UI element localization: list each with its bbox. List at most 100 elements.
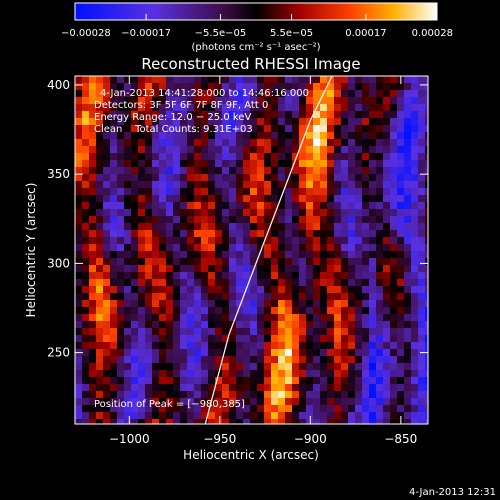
heatmap-cell [306, 83, 314, 91]
heatmap-cell [215, 314, 223, 322]
heatmap-cell [250, 167, 258, 175]
heatmap-cell [117, 223, 125, 231]
heatmap-cell [236, 307, 244, 315]
heatmap-cell [229, 90, 237, 98]
heatmap-cell [320, 104, 328, 112]
heatmap-cell [187, 384, 195, 392]
heatmap-cell [194, 209, 202, 217]
heatmap-cell [82, 363, 90, 371]
heatmap-cell [257, 342, 265, 350]
colorbar-tick-label: −0.00028 [61, 28, 111, 39]
heatmap-cell [124, 349, 132, 357]
heatmap-cell [131, 216, 139, 224]
heatmap-cell [411, 279, 419, 287]
heatmap-cell [425, 167, 428, 175]
heatmap-cell [215, 125, 223, 133]
heatmap-cell [397, 300, 405, 308]
heatmap-cell [96, 356, 104, 364]
heatmap-cell [355, 153, 363, 161]
heatmap-cell [96, 314, 104, 322]
heatmap-cell [75, 356, 83, 364]
heatmap-cell [390, 419, 398, 424]
heatmap-cell [82, 216, 90, 224]
heatmap-cell [313, 314, 321, 322]
heatmap-cell [362, 398, 370, 406]
heatmap-cell [306, 370, 314, 378]
heatmap-cell [292, 370, 300, 378]
heatmap-cell [285, 216, 293, 224]
heatmap-cell [390, 118, 398, 126]
heatmap-cell [271, 167, 279, 175]
heatmap-cell [313, 160, 321, 168]
heatmap-cell [131, 293, 139, 301]
heatmap-cell [313, 286, 321, 294]
heatmap-cell [306, 181, 314, 189]
heatmap-cell [208, 300, 216, 308]
heatmap-cell [418, 314, 426, 322]
heatmap-cell [236, 391, 244, 399]
heatmap-cell [96, 202, 104, 210]
heatmap-cell [194, 328, 202, 336]
heatmap-cell [264, 111, 272, 119]
heatmap-cell [404, 363, 412, 371]
heatmap-cell [299, 412, 307, 420]
heatmap-cell [348, 384, 356, 392]
heatmap-cell [313, 405, 321, 413]
heatmap-cell [341, 223, 349, 231]
heatmap-cell [159, 216, 167, 224]
heatmap-cell [103, 286, 111, 294]
heatmap-cell [145, 412, 153, 420]
heatmap-cell [124, 104, 132, 112]
heatmap-cell [138, 132, 146, 140]
heatmap-cell [397, 265, 405, 273]
heatmap-cell [362, 160, 370, 168]
heatmap-cell [341, 132, 349, 140]
heatmap-cell [236, 335, 244, 343]
heatmap-cell [159, 160, 167, 168]
heatmap-cell [418, 153, 426, 161]
heatmap-cell [250, 272, 258, 280]
heatmap-cell [250, 216, 258, 224]
heatmap-cell [75, 342, 83, 350]
heatmap-cell [75, 97, 83, 105]
heatmap-cell [257, 412, 265, 420]
heatmap-cell [152, 314, 160, 322]
heatmap-cell [306, 356, 314, 364]
heatmap-cell [82, 132, 90, 140]
heatmap-cell [152, 251, 160, 259]
heatmap-cell [145, 356, 153, 364]
heatmap-cell [341, 328, 349, 336]
heatmap-cell [110, 370, 118, 378]
heatmap-cell [264, 202, 272, 210]
heatmap-cell [124, 384, 132, 392]
x-axis-label: Heliocentric X (arcsec) [183, 448, 319, 462]
heatmap-cell [327, 174, 335, 182]
heatmap-cell [285, 328, 293, 336]
heatmap-cell [362, 300, 370, 308]
heatmap-cell [369, 90, 377, 98]
heatmap-cell [117, 342, 125, 350]
heatmap-cell [425, 286, 428, 294]
heatmap-cell [292, 146, 300, 154]
heatmap-cell [390, 363, 398, 371]
heatmap-cell [320, 342, 328, 350]
heatmap-cell [327, 370, 335, 378]
heatmap-cell [103, 76, 111, 84]
heatmap-cell [425, 384, 428, 392]
heatmap-cell [320, 230, 328, 238]
heatmap-cell [313, 153, 321, 161]
heatmap-cell [236, 83, 244, 91]
heatmap-cell [243, 384, 251, 392]
heatmap-cell [236, 300, 244, 308]
heatmap-cell [159, 412, 167, 420]
heatmap-cell [173, 251, 181, 259]
footer-timestamp: 4-Jan-2013 12:31 [409, 487, 496, 498]
heatmap-cell [348, 363, 356, 371]
heatmap-cell [292, 335, 300, 343]
heatmap-cell [82, 391, 90, 399]
heatmap-cell [299, 97, 307, 105]
heatmap-cell [313, 139, 321, 147]
heatmap-cell [187, 286, 195, 294]
heatmap-cell [180, 132, 188, 140]
x-tick-label: −850 [384, 432, 417, 446]
